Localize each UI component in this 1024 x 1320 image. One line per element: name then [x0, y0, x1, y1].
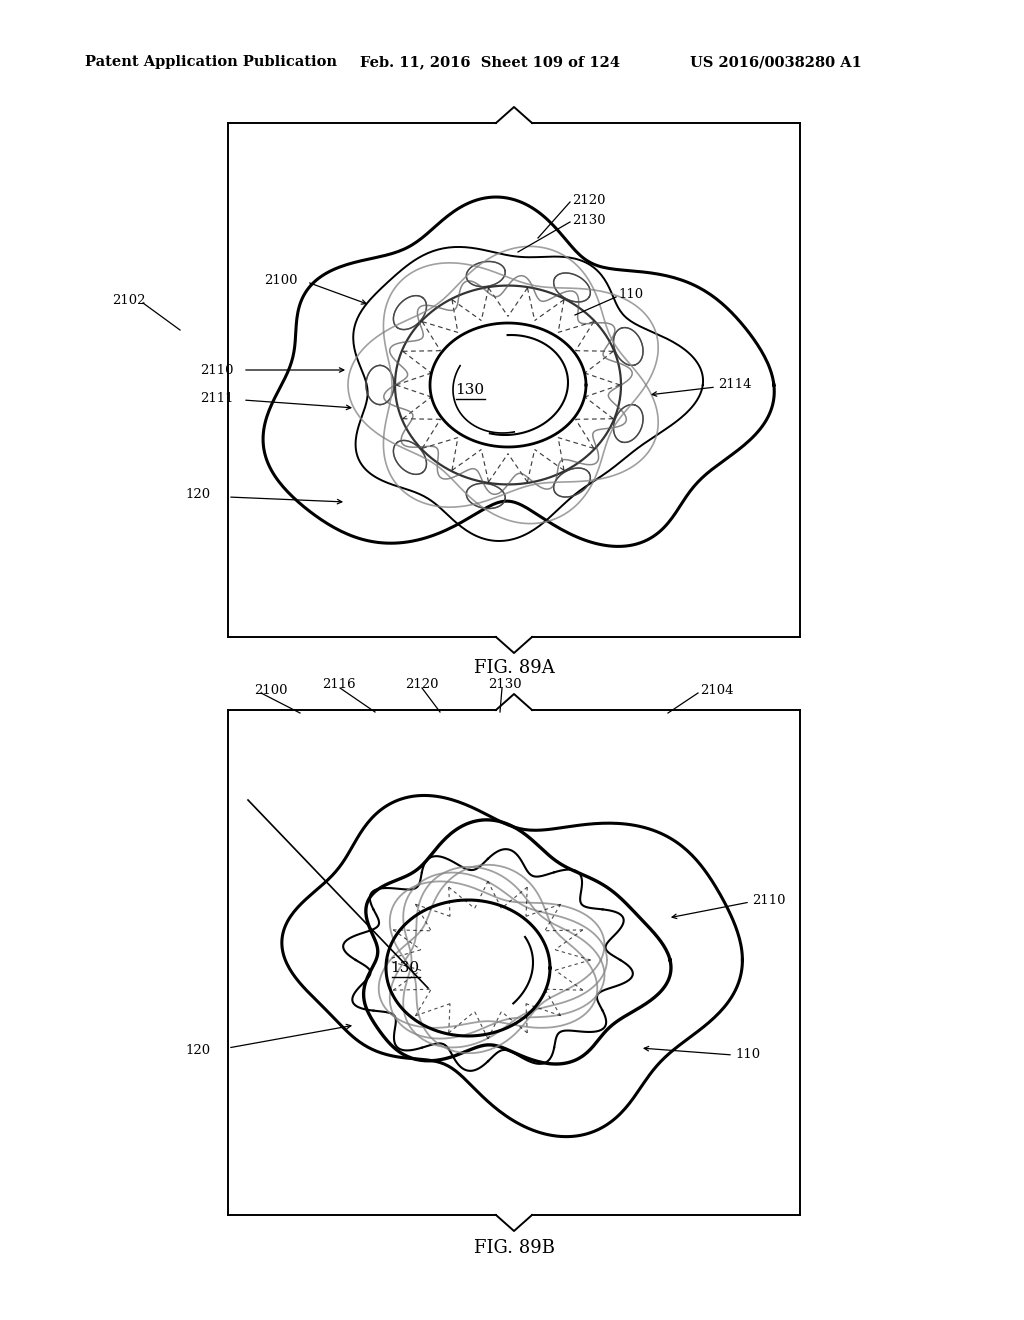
Text: 120: 120: [185, 488, 210, 502]
Text: Patent Application Publication: Patent Application Publication: [85, 55, 337, 69]
Text: 130: 130: [390, 961, 420, 975]
Text: 2110: 2110: [752, 894, 785, 907]
Text: 2111: 2111: [200, 392, 233, 404]
Text: 2100: 2100: [254, 684, 288, 697]
Text: 2110: 2110: [200, 363, 233, 376]
Text: Feb. 11, 2016  Sheet 109 of 124: Feb. 11, 2016 Sheet 109 of 124: [360, 55, 620, 69]
Text: US 2016/0038280 A1: US 2016/0038280 A1: [690, 55, 862, 69]
Text: 2114: 2114: [718, 379, 752, 392]
Text: 2130: 2130: [488, 678, 521, 692]
Text: 2104: 2104: [700, 684, 733, 697]
Text: 120: 120: [185, 1044, 210, 1056]
Text: 2116: 2116: [322, 678, 355, 692]
Text: FIG. 89B: FIG. 89B: [473, 1239, 555, 1257]
Text: 130: 130: [456, 383, 484, 397]
Text: 2100: 2100: [264, 273, 298, 286]
Text: 2120: 2120: [406, 678, 438, 692]
Text: 2102: 2102: [112, 293, 145, 306]
Text: 2130: 2130: [572, 214, 605, 227]
Text: 2120: 2120: [572, 194, 605, 206]
Text: FIG. 89A: FIG. 89A: [474, 659, 554, 677]
Text: 110: 110: [618, 289, 643, 301]
Text: 110: 110: [735, 1048, 760, 1061]
